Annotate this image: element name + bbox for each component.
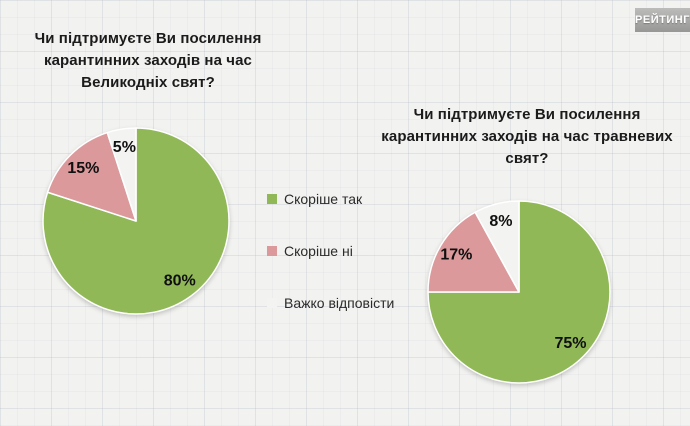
rating-group-logo: РЕЙТИНГ — [635, 8, 690, 32]
pie-slice-2 — [106, 127, 137, 222]
pie-slice-label-0: 75% — [554, 335, 586, 352]
pie-slice-2 — [474, 200, 520, 293]
legend-item-rather-no: Скоріше ні — [267, 241, 394, 261]
pie-chart-may-holidays: 75% 17% 8% — [427, 200, 611, 384]
pie-chart-easter-holidays: 80% 15% 5% — [42, 127, 230, 315]
pie-slice-label-1: 17% — [440, 246, 472, 263]
left-chart-title: Чи підтримуєте Ви посилення карантинних … — [34, 30, 262, 91]
logo-text: РЕЙТИНГ — [635, 14, 690, 26]
pie-slice-label-2: 8% — [489, 213, 512, 230]
pie-slice-label-1: 15% — [67, 160, 99, 177]
pie-slice-1 — [427, 211, 520, 293]
legend: Скоріше так Скоріше ні Важко відповісти — [267, 189, 394, 345]
right-chart-title: Чи підтримуєте Ви посилення карантинних … — [381, 106, 673, 167]
legend-item-rather-yes: Скоріше так — [267, 189, 394, 209]
legend-label-rather-no: Скоріше ні — [284, 243, 353, 259]
legend-label-rather-yes: Скоріше так — [284, 191, 363, 207]
legend-swatch-hard-to-answer — [267, 298, 277, 308]
legend-swatch-rather-no — [267, 246, 277, 256]
pie-slice-label-0: 80% — [164, 273, 196, 290]
legend-label-hard-to-answer: Важко відповісти — [284, 295, 395, 311]
legend-swatch-rather-yes — [267, 194, 277, 204]
legend-item-hard-to-answer: Важко відповісти — [267, 293, 394, 313]
pie-slice-label-2: 5% — [113, 139, 136, 156]
